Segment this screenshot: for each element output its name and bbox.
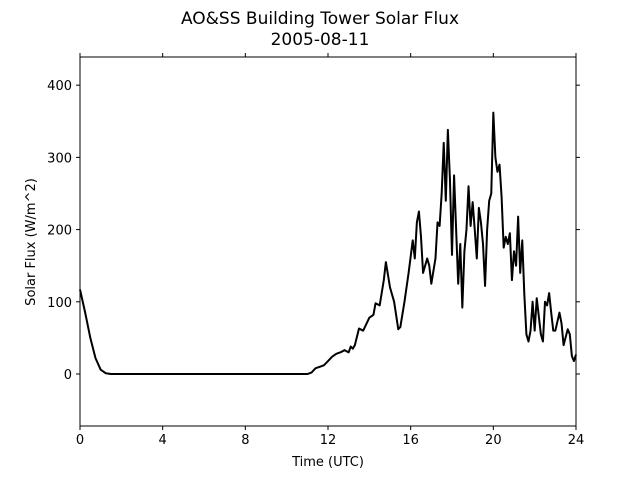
plot-frame (79, 56, 577, 427)
x-axis-label: Time (UTC) (291, 455, 364, 470)
data-line (79, 111, 577, 376)
x-tick-label: 4 (159, 433, 167, 448)
chart-title: AO&SS Building Tower Solar Flux (181, 9, 459, 29)
x-tick-label: 16 (402, 433, 419, 448)
y-tick-label: 400 (47, 79, 72, 94)
x-tick-label: 24 (568, 433, 585, 448)
y-tick-label: 100 (47, 296, 72, 311)
x-tick-label: 12 (320, 433, 337, 448)
y-axis-label: Solar Flux (W/m^2) (24, 178, 39, 306)
x-tick-label: 0 (76, 433, 84, 448)
x-tick-label: 20 (485, 433, 502, 448)
x-tick-label: 8 (241, 433, 249, 448)
y-tick-label: 200 (47, 224, 72, 239)
y-tick-label: 300 (47, 151, 72, 166)
chart-subtitle: 2005-08-11 (271, 30, 370, 50)
y-tick-label: 0 (64, 368, 72, 383)
